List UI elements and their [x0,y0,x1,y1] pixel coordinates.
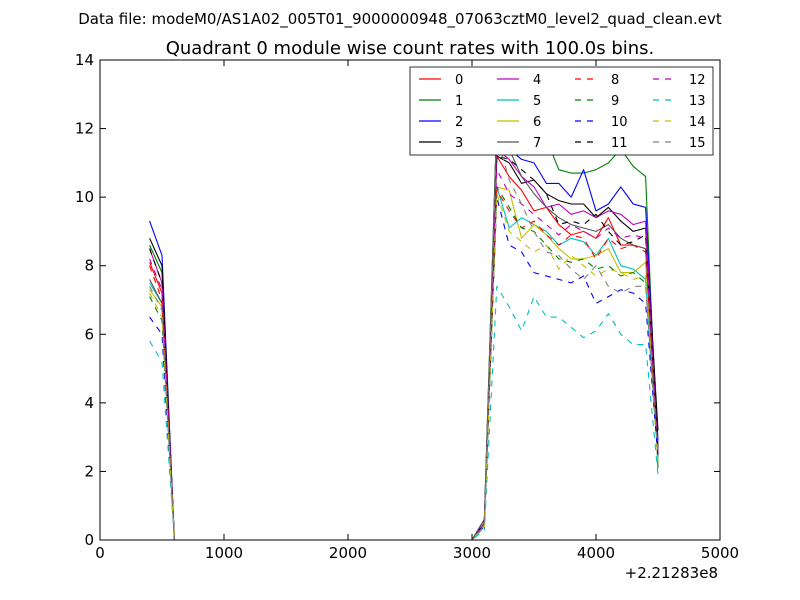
x-tick-label: 1000 [205,544,243,562]
axes-frame [99,59,721,541]
y-tick-label: 14 [75,51,94,69]
y-tick-label: 8 [84,257,94,275]
legend-label-8: 8 [611,73,619,88]
series-line-10 [149,196,659,541]
figure-suptitle: Data file: modeM0/AS1A02_005T01_90000009… [78,10,722,29]
legend-label-0: 0 [455,73,463,88]
y-tick-label: 4 [84,394,94,412]
x-tick-label: 3000 [453,544,491,562]
legend-label-12: 12 [689,73,706,88]
legend-label-10: 10 [611,115,628,130]
legend-label-1: 1 [455,94,463,109]
series-line-14 [149,193,659,541]
chart-title: Quadrant 0 module wise count rates with … [166,38,655,59]
legend-label-3: 3 [455,136,463,151]
x-tick-label: 4000 [577,544,615,562]
x-tick-label: 2000 [329,544,367,562]
legend-label-4: 4 [533,73,541,88]
y-tick-label: 2 [84,462,94,480]
series-line-13 [149,285,659,541]
series-line-8 [149,189,659,541]
legend-label-13: 13 [689,94,706,109]
x-tick-label: 0 [95,544,105,562]
legend-label-2: 2 [455,115,463,130]
y-tick-label: 12 [75,120,94,138]
x-tick-label: 5000 [701,544,739,562]
y-tick-label: 10 [75,188,94,206]
y-tick-label: 6 [84,325,94,343]
legend-box [409,66,714,156]
legend-label-15: 15 [689,136,706,151]
legend-label-11: 11 [611,136,628,151]
y-tick-label: 0 [84,531,94,549]
legend-label-14: 14 [689,115,706,130]
legend-label-9: 9 [611,94,619,109]
x-axis-offset-label: +2.21283e8 [625,564,718,582]
legend-label-7: 7 [533,136,541,151]
legend-label-6: 6 [533,115,541,130]
legend-label-5: 5 [533,94,541,109]
